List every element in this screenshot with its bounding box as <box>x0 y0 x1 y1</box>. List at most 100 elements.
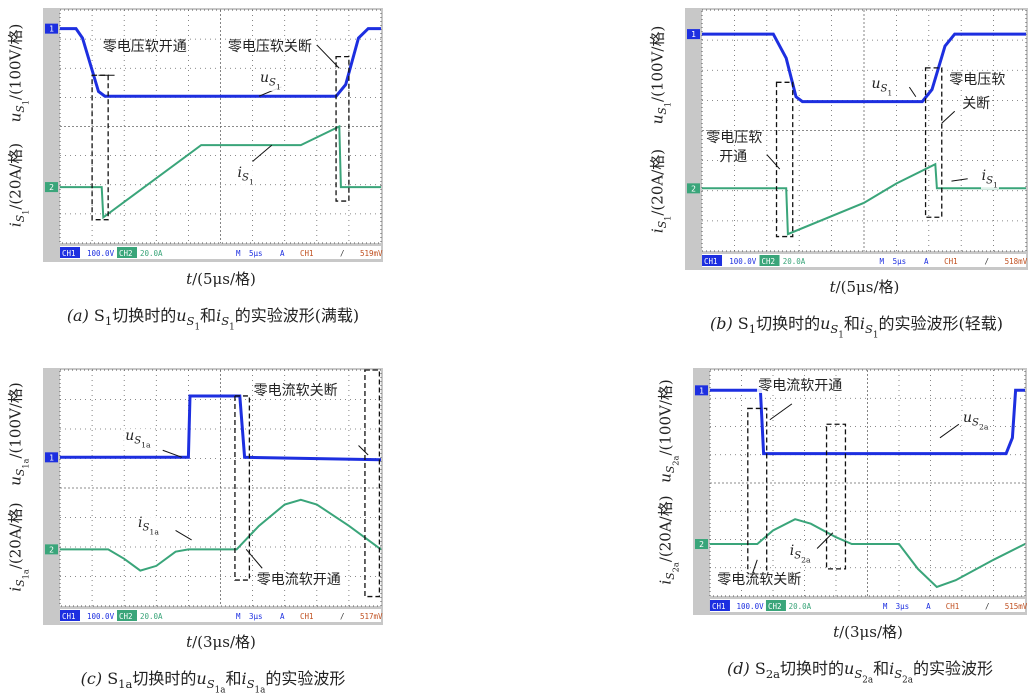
text-run: 2a <box>979 422 988 431</box>
text-run: u <box>871 76 880 92</box>
text-run: S <box>664 572 677 579</box>
y-axis-label: iS2a/(20A/格) <box>658 495 679 584</box>
text-run: 1a <box>118 677 132 691</box>
y-axis-label: uS1/(100V/格) <box>8 24 29 123</box>
text-run: u <box>820 314 830 333</box>
status-text: CH2 <box>768 602 782 611</box>
text-run: 1a <box>215 685 226 695</box>
text-run: 的实验波形(满载) <box>235 306 360 325</box>
status-text: A <box>924 257 929 266</box>
text-run: 零电流软关断 <box>254 383 338 399</box>
text-run: 零电流软关断 <box>717 572 801 588</box>
channel-marker-label: 1 <box>49 25 54 34</box>
status-text: M <box>883 602 888 611</box>
text-run: 2a <box>862 675 873 685</box>
x-axis-label: t/(5μs/格) <box>830 280 900 295</box>
caption: (b) S1切换时的uS1和iS1的实验波形(轻载) <box>710 316 1003 340</box>
channel-marker-label: 2 <box>49 545 54 554</box>
text-run: i <box>648 228 666 233</box>
text-run: 2a <box>902 675 913 685</box>
text-run: 的实验波形 <box>913 659 993 678</box>
status-text: 20.0A <box>140 249 163 258</box>
annotation: iS1 <box>237 166 255 186</box>
text-run: S <box>187 314 195 328</box>
text-run: u <box>963 410 972 426</box>
text-run: S <box>750 659 766 678</box>
caption: (d) S2a切换时的uS2a和iS2a的实验波形 <box>727 661 993 685</box>
text-run: S <box>894 667 902 681</box>
status-text: M <box>236 249 241 258</box>
status-text: 100.0V <box>737 602 765 611</box>
status-text: M <box>880 257 885 266</box>
text-run: 1a <box>254 685 265 695</box>
figure: 12CH1100.0VCH220.0AM5μsACH1/519mV零电压软开通零… <box>0 0 1033 696</box>
status-text: 100.0V <box>729 257 757 266</box>
text-run: S <box>14 468 27 475</box>
text-run: 和 <box>200 306 216 325</box>
status-text: / <box>985 602 990 611</box>
text-run: 和 <box>225 669 241 688</box>
text-run: i <box>656 579 674 584</box>
text-run: /(100V/格) <box>656 379 674 455</box>
y-axis-label: uS1a/(100V/格) <box>8 382 29 486</box>
status-text: 20.0A <box>140 612 163 621</box>
text-run: /(5μs/格) <box>836 278 900 296</box>
text-run: 零电流软开通 <box>758 378 842 394</box>
text-run: (a) <box>67 306 89 325</box>
text-run: S <box>102 669 118 688</box>
text-run: S <box>14 215 27 222</box>
text-run: u <box>648 115 666 125</box>
status-text: A <box>280 249 285 258</box>
status-text: CH1 <box>300 612 314 621</box>
status-text: 100.0V <box>87 249 115 258</box>
x-axis-label: t/(3μs/格) <box>833 625 903 640</box>
text-run: u <box>656 473 674 483</box>
text-run: S <box>242 173 249 184</box>
annotation: 零电流软开通 <box>757 379 843 393</box>
caption: (a) S1切换时的uS1和iS1的实验波形(满载) <box>67 308 359 332</box>
annotation: 关断 <box>961 97 991 111</box>
text-run: 1 <box>662 102 672 107</box>
text-run: 2a <box>670 562 680 572</box>
annotation: uS2a <box>962 411 989 431</box>
channel-marker-label: 2 <box>49 183 54 192</box>
text-run: (c) <box>81 669 102 688</box>
status-text: CH1 <box>300 249 314 258</box>
text-run: 2a <box>670 456 680 466</box>
text-run: 1 <box>20 209 30 214</box>
status-text: A <box>280 612 285 621</box>
channel-marker-label: 1 <box>691 30 696 39</box>
text-run: 和 <box>844 314 860 333</box>
text-run: /(100V/格) <box>6 24 24 100</box>
channel-marker-label: 1 <box>49 453 54 462</box>
status-text: CH1 <box>704 257 718 266</box>
status-text: M <box>236 612 241 621</box>
status-text: A <box>926 602 931 611</box>
y-axis-label: uS1/(100V/格) <box>650 26 671 125</box>
text-run: S <box>89 306 105 325</box>
status-text: 3μs <box>249 612 263 621</box>
text-run: 零电压软 <box>949 72 1005 88</box>
text-run: S <box>269 77 276 88</box>
text-run: 2a <box>766 667 780 681</box>
text-run: /(20A/格) <box>648 149 666 216</box>
text-run: S <box>656 221 669 228</box>
channel-marker-label: 2 <box>699 540 704 549</box>
text-run: S <box>664 466 677 473</box>
text-run: u <box>260 70 269 86</box>
text-run: 1 <box>662 215 672 220</box>
status-text: / <box>340 249 345 258</box>
annotation: 零电流软关断 <box>253 384 339 398</box>
text-run: 1a <box>141 440 150 449</box>
channel-marker-label: 1 <box>699 386 704 395</box>
text-run: /(3μs/格) <box>839 623 903 641</box>
text-run: S <box>247 677 255 691</box>
status-text: 20.0A <box>783 257 806 266</box>
status-text: CH2 <box>119 612 133 621</box>
text-run: 零电压软 <box>706 130 762 146</box>
text-run: 开通 <box>719 149 747 165</box>
text-run: S <box>14 579 27 586</box>
text-run: 零电压软开通 <box>103 39 187 55</box>
text-run: /(3μs/格) <box>192 633 256 651</box>
